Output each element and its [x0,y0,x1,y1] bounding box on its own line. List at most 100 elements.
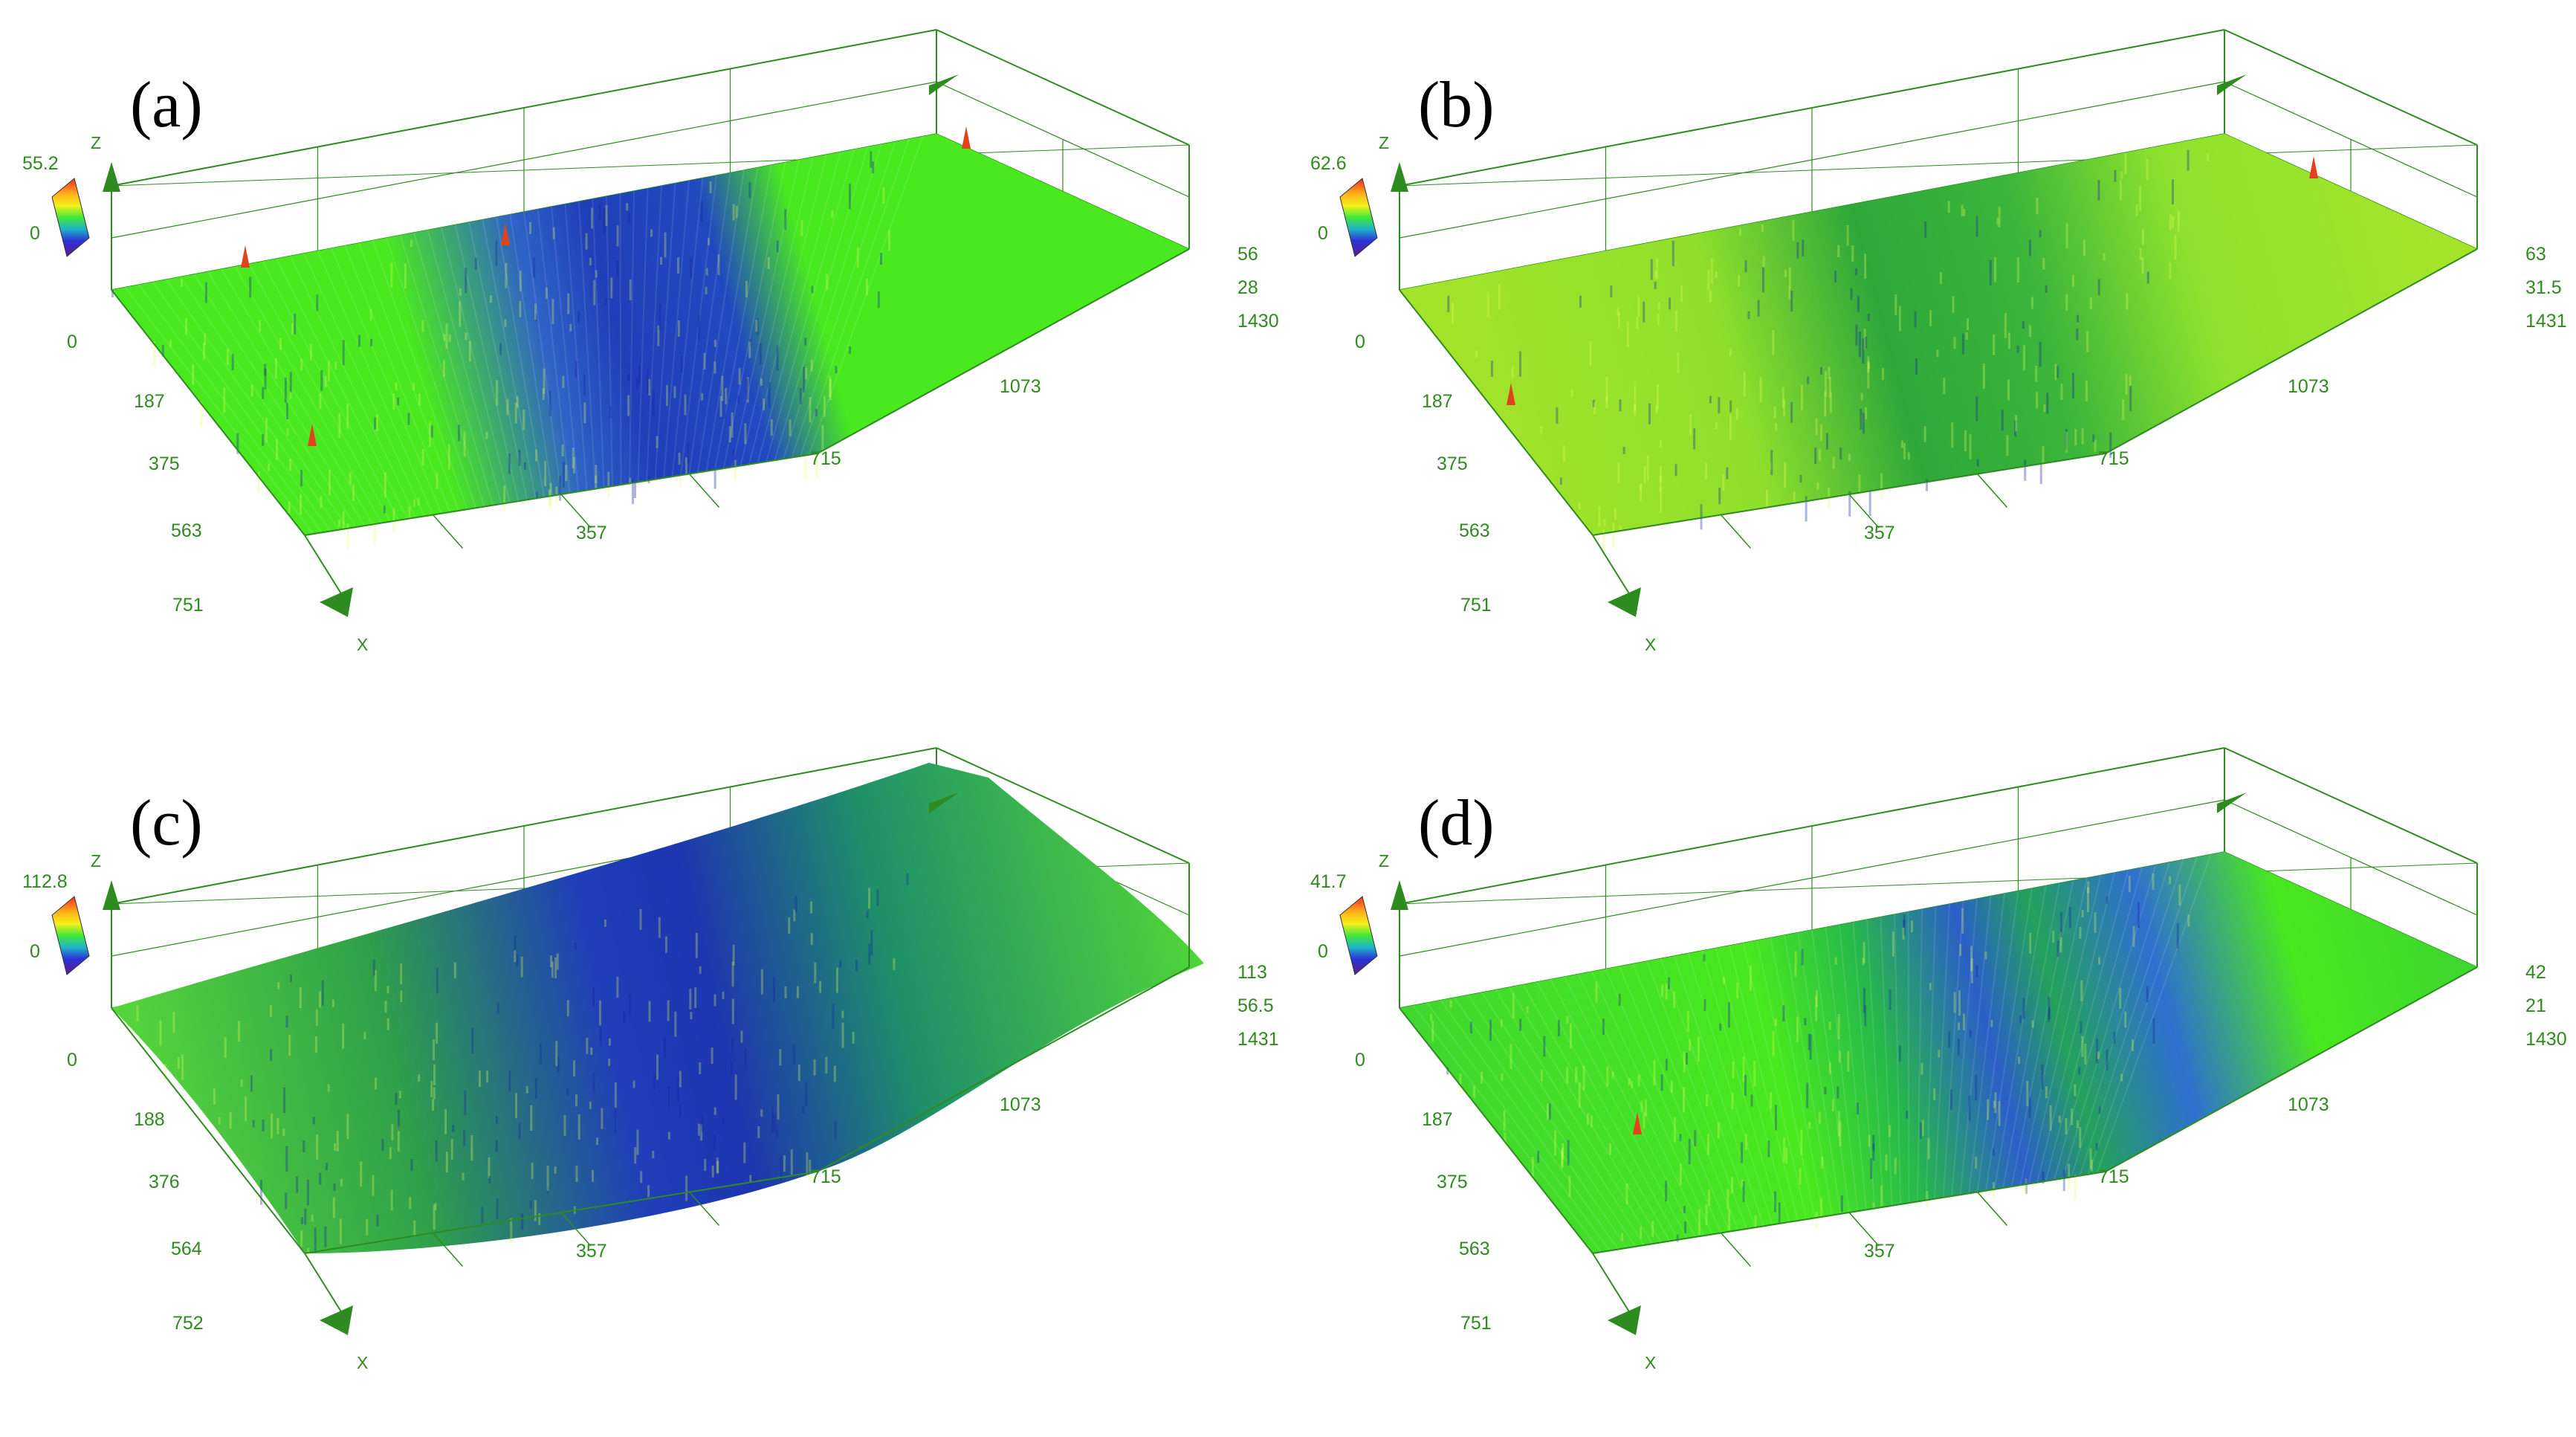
surface-speck [713,994,716,1007]
surface-speck [1738,274,1741,287]
surface-speck [1778,1202,1781,1224]
surface-speck [783,1155,786,1172]
surface-speck [2094,912,2097,934]
surface-speck [2048,996,2051,1022]
surface-speck [793,909,796,922]
surface-speck [400,990,403,1003]
surface-speck [289,391,292,399]
texture-stripe [427,230,502,505]
surface-speck [745,280,748,297]
surface-speck [2172,216,2175,228]
surface-speck [340,1178,343,1186]
surface-speck [444,1108,447,1134]
surface-speck [471,1027,474,1053]
surface-speck [192,364,195,385]
surface-speck [181,1054,184,1080]
surface-speck [866,910,869,918]
surface-speck [152,341,155,367]
surface-speck [1611,1071,1614,1079]
surface-speck [319,1172,322,1185]
surface-speck [2106,896,2109,904]
texture-stripe [1522,984,1671,1241]
surface-speck [204,282,207,303]
surface-speck [1770,1092,1773,1109]
surface-speck [784,209,787,230]
surface-speck [1975,395,1978,422]
surface-speck [2049,1105,2052,1131]
surface-speck [2169,876,2172,884]
surface-speck [257,471,260,493]
surface-speck [289,458,292,471]
surface-speck [1646,455,1649,481]
surface-speck [1770,462,1773,470]
surface-speck [390,1189,393,1211]
surface-speck [1617,308,1619,316]
surface-speck [1828,366,1831,379]
surface-speck [259,1179,262,1205]
surface-speck [1834,271,1837,283]
texture-stripe [358,242,459,511]
surface-speck [749,1175,752,1183]
surface-speck [1747,311,1750,319]
surface-speck [732,204,735,221]
surface-speck [486,1071,489,1083]
surface-speck [1990,1019,1993,1027]
x-axis-name: X [1645,1353,1656,1372]
texture-stripe [592,198,605,488]
surface-speck [608,1059,611,1067]
texture-stripe [808,136,924,456]
surface-speck [760,378,763,387]
surface-speck [826,274,829,291]
surface-speck [713,1134,716,1151]
surface-speck [1679,1164,1682,1186]
texture-stripe [1917,908,1923,1202]
surface-speck [390,262,393,288]
surface-speck [632,1080,635,1088]
texture-stripe [454,225,520,502]
surface-speck [1809,1034,1812,1060]
surface-speck [1693,428,1696,450]
surface-speck [1868,1134,1871,1147]
surface-speck [1783,399,1786,416]
surface-speck [595,475,598,483]
x-axis-arrow-icon [320,1305,353,1335]
surface-speck [1729,349,1732,357]
surface-speck [262,1119,265,1131]
surface-speck [1679,1134,1682,1142]
surface-speck [563,1114,566,1136]
texture-stripe [1880,917,1893,1206]
z-axis-arrow-icon [1391,162,1408,192]
surface-speck [562,462,565,488]
surface-speck [1665,1059,1668,1071]
surface-speck [1953,336,1956,349]
surface-speck [2094,439,2097,452]
surface-speck [534,1077,537,1099]
surface-speck [200,401,203,427]
surface-speck [285,1192,288,1210]
surface-speck [418,393,421,406]
surface-speck [609,405,612,418]
surface-speck [1447,295,1450,312]
surface-speck [1512,992,1515,1018]
surface-speck [1561,1150,1564,1167]
panel-c: Z 112.8 0 0 188 376 564 752 X 357 715 1073 1431 113 56… [0,718,1288,1436]
surface-speck [629,478,632,486]
surface-speck [728,426,731,443]
surface-speck [1612,522,1615,548]
surface-speck [806,1152,809,1178]
surface-speck [1626,321,1629,347]
texture-stripe [1825,927,1859,1212]
surface-speck [2119,180,2122,201]
surface-speck [410,1159,413,1172]
surface-speck [2174,234,2177,260]
surface-speck [1606,1066,1609,1088]
surface-speck [677,257,680,274]
surface-speck [616,260,619,277]
surface-speck [1903,920,1906,928]
surface-speck [1966,317,1969,330]
surface-speck [2016,256,2019,282]
panel-d: Z 41.7 0 0 187 375 563 751 X 357 715 1073 1430 42 21 (d… [1288,718,2576,1436]
surface-speck [542,388,545,401]
surface-speck [716,1157,719,1174]
surface-speck [1880,473,1883,499]
